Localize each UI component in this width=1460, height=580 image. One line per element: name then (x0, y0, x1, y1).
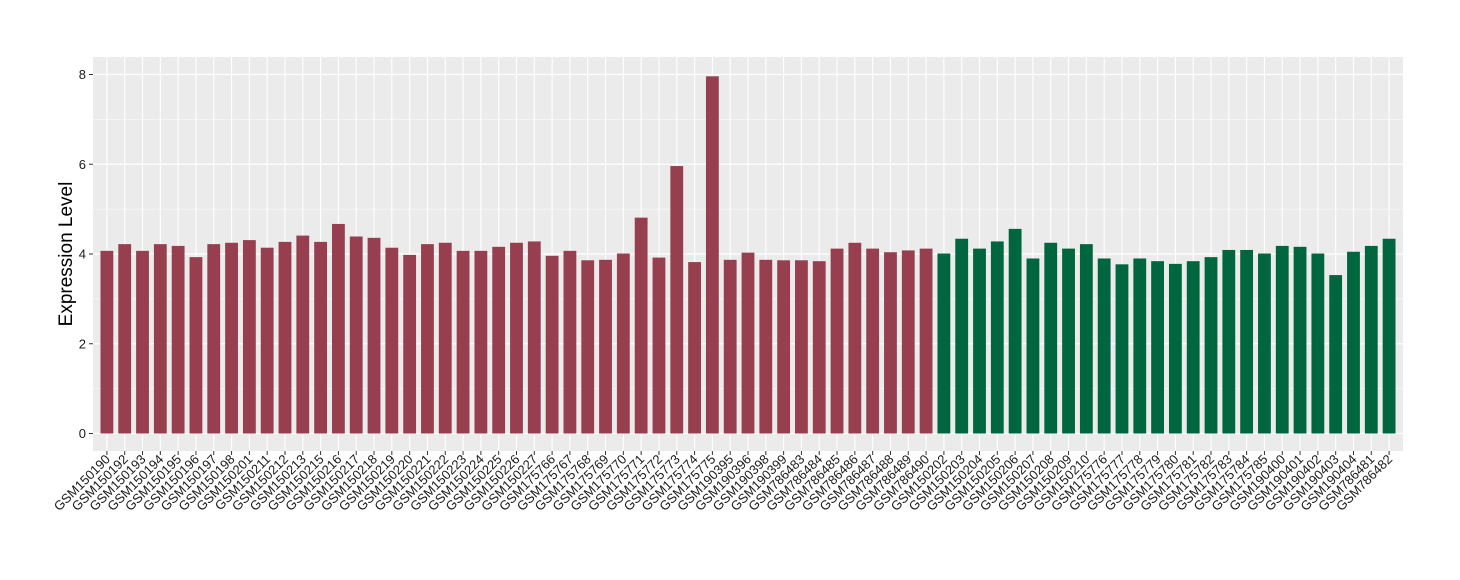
bar-GSM175781 (1186, 261, 1200, 434)
bar-GSM175785 (1258, 253, 1271, 434)
bar-GSM786485 (830, 248, 844, 434)
bar-GSM150196 (189, 257, 203, 434)
bar-GSM150206 (1008, 228, 1022, 434)
bar-GSM786487 (866, 248, 880, 434)
bar-GSM150205 (990, 241, 1004, 434)
bar-GSM150210 (1079, 244, 1093, 434)
bar-GSM150212 (278, 241, 292, 434)
bar-GSM150201 (242, 240, 256, 434)
bar-GSM175778 (1133, 258, 1147, 434)
bar-GSM150194 (153, 244, 167, 434)
bar-GSM150220 (403, 254, 417, 434)
bar-GSM175779 (1151, 261, 1164, 434)
bar-GSM175776 (1097, 258, 1111, 434)
bar-GSM175784 (1240, 249, 1254, 434)
bar-GSM175783 (1222, 249, 1236, 434)
bar-GSM150202 (937, 253, 951, 434)
bar-GSM150226 (510, 242, 523, 434)
bar-GSM150213 (296, 235, 310, 434)
bar-GSM150216 (332, 223, 345, 434)
bar-GSM175780 (1168, 263, 1182, 434)
bar-GSM150193 (136, 250, 149, 434)
bar-GSM190400 (1275, 245, 1289, 434)
bar-GSM150198 (225, 242, 238, 434)
y-axis: 0 2 4 6 8 (79, 67, 93, 441)
bar-GSM190398 (759, 259, 773, 434)
x-axis: GSM150190GSM150192GSM150193GSM150194GSM1… (51, 451, 1395, 514)
bar-GSM150190 (100, 250, 114, 434)
bar-GSM786483 (795, 260, 808, 434)
y-tick-label: 8 (79, 67, 86, 82)
bar-GSM190402 (1311, 253, 1325, 434)
bar-GSM786490 (919, 248, 933, 434)
bar-GSM150204 (973, 248, 986, 434)
bar-GSM175767 (563, 250, 577, 434)
bar-GSM190403 (1329, 275, 1343, 434)
bar-GSM150195 (171, 245, 185, 434)
bar-GSM190401 (1293, 246, 1307, 434)
bar-GSM786486 (848, 242, 862, 434)
bar-GSM190399 (777, 260, 791, 434)
bar-GSM150211 (260, 247, 274, 434)
y-tick-label: 0 (79, 426, 86, 441)
bar-GSM786489 (901, 250, 915, 434)
bar-GSM175766 (545, 255, 559, 434)
bar-GSM150225 (492, 246, 506, 434)
bar-GSM150192 (118, 244, 132, 434)
bar-GSM190396 (741, 252, 755, 434)
bar-GSM175768 (581, 260, 595, 434)
bar-GSM150221 (421, 244, 434, 434)
bar-GSM150224 (474, 250, 488, 434)
bar-GSM150215 (314, 241, 328, 434)
bars (100, 76, 1396, 434)
bar-GSM175775 (705, 76, 719, 434)
bar-GSM150222 (438, 242, 452, 434)
bar-GSM150217 (349, 236, 363, 434)
bar-GSM786488 (884, 252, 897, 434)
y-axis-title: Expression Level (56, 182, 77, 327)
bar-GSM150208 (1044, 242, 1058, 434)
bar-GSM175772 (652, 257, 666, 434)
bar-GSM150207 (1026, 258, 1040, 434)
bar-GSM150203 (955, 238, 969, 434)
bar-GSM150209 (1062, 248, 1075, 434)
bar-GSM786482 (1382, 238, 1396, 434)
bar-GSM175769 (599, 259, 612, 434)
y-tick-label: 6 (79, 157, 86, 172)
bar-GSM175771 (634, 217, 648, 434)
bar-GSM175782 (1204, 257, 1218, 434)
bar-GSM190395 (723, 259, 737, 434)
y-tick-label: 2 (79, 336, 86, 351)
bar-GSM150219 (385, 247, 399, 434)
bar-GSM175770 (616, 253, 630, 434)
bar-GSM190404 (1347, 251, 1360, 434)
bar-GSM175774 (688, 262, 701, 434)
bar-GSM175773 (670, 166, 684, 434)
y-tick-label: 4 (79, 247, 86, 262)
bar-GSM150227 (527, 241, 541, 434)
bar-GSM150223 (456, 250, 470, 434)
bar-GSM786481 (1364, 245, 1378, 434)
bar-GSM150197 (207, 244, 221, 434)
bar-GSM175777 (1115, 264, 1129, 434)
bar-GSM786484 (812, 261, 826, 434)
bar-GSM150218 (367, 237, 381, 434)
